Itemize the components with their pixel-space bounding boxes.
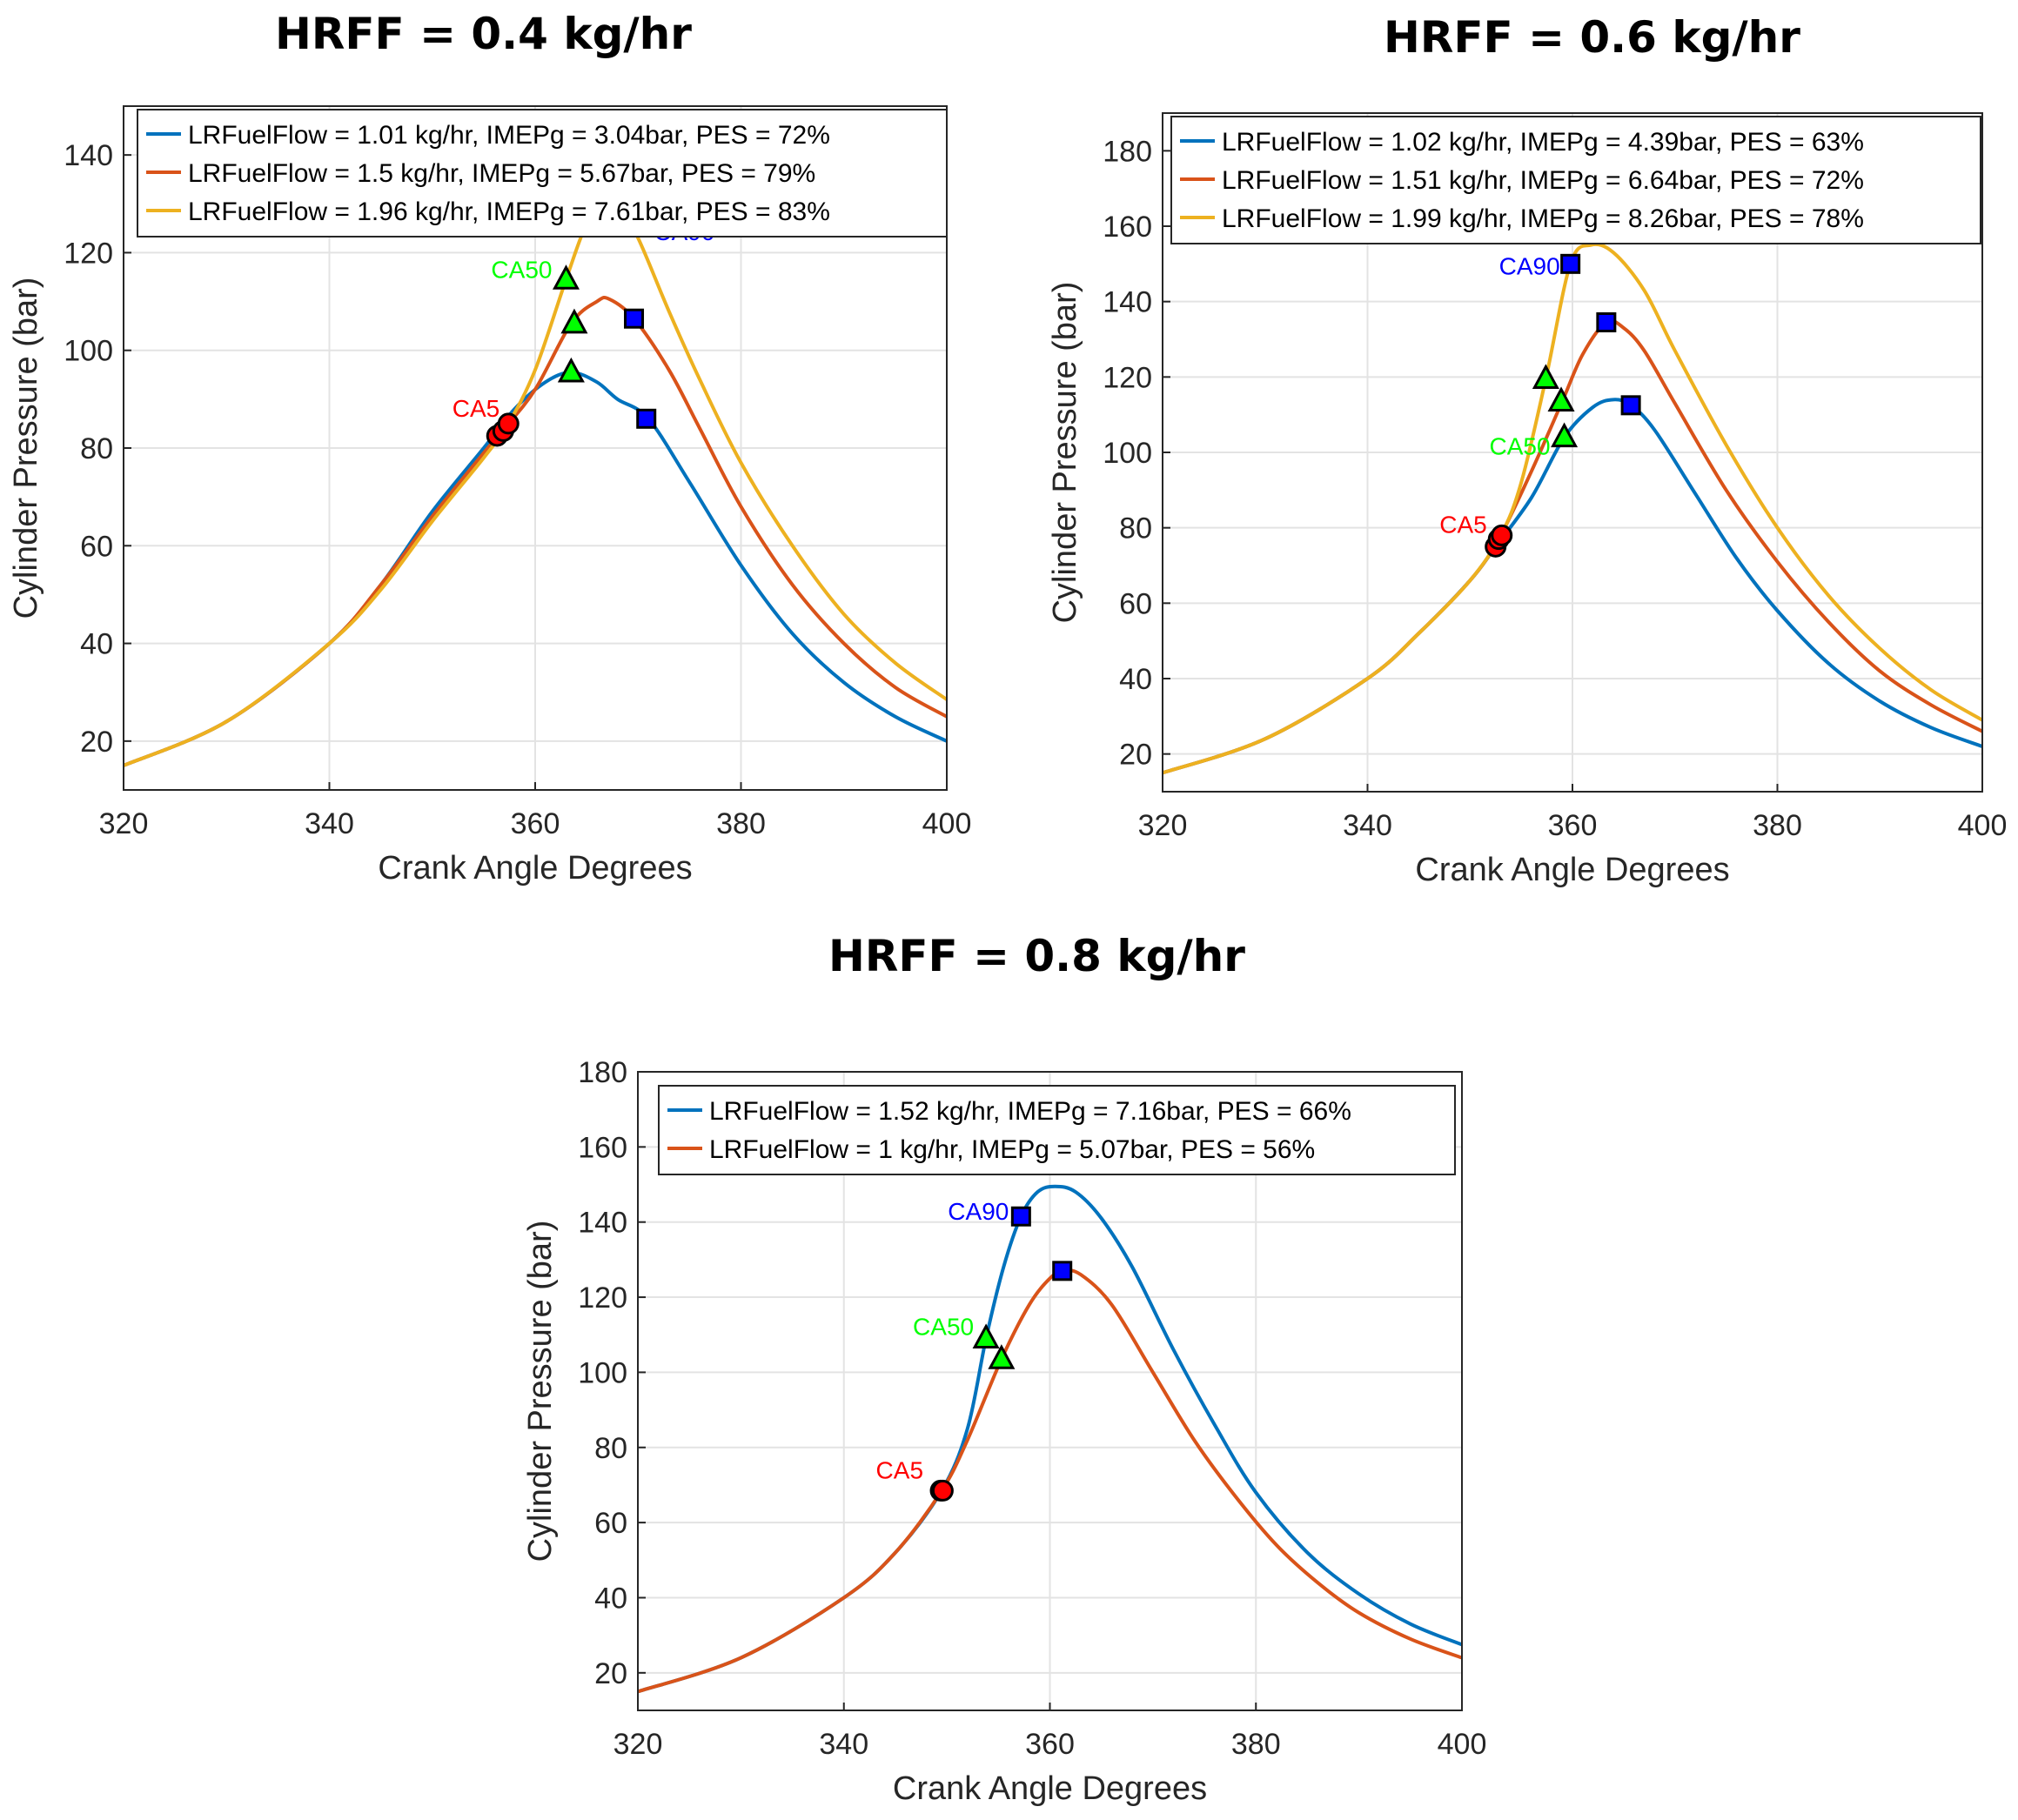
chart-title-hrff-0.4: HRFF = 0.4 kg/hr [275, 9, 692, 59]
ca5-marker [1491, 524, 1513, 546]
x-tick-label: 380 [716, 807, 766, 840]
x-tick-label: 340 [1343, 809, 1392, 842]
ca50-marker [972, 1323, 1000, 1349]
y-tick-label: 140 [1103, 286, 1152, 319]
ca5-marker [497, 412, 520, 435]
legend-entry-1: LRFuelFlow = 1.01 kg/hr, IMEPg = 3.04bar… [188, 121, 830, 150]
y-tick-label: 20 [594, 1657, 627, 1690]
ca50-label: CA50 [913, 1314, 974, 1341]
ca90-marker [1052, 1261, 1073, 1281]
y-tick-label: 80 [594, 1432, 627, 1465]
y-tick-label: 120 [578, 1281, 627, 1315]
chart-title-hrff-0.8: HRFF = 0.8 kg/hr [828, 931, 1245, 981]
x-tick-label: 400 [1438, 1728, 1487, 1761]
ca50-label: CA50 [491, 256, 552, 283]
y-tick-label: 120 [1103, 361, 1152, 394]
legend-entry-3: LRFuelFlow = 1.96 kg/hr, IMEPg = 7.61bar… [188, 197, 830, 226]
x-tick-label: 360 [1025, 1728, 1075, 1761]
y-tick-label: 100 [578, 1356, 627, 1389]
x-axis-label: Crank Angle Degrees [893, 1770, 1207, 1807]
x-tick-label: 360 [1548, 809, 1598, 842]
y-axis-label: Cylinder Pressure (bar) [1047, 282, 1083, 624]
ca90-marker [624, 308, 645, 329]
y-tick-label: 20 [80, 726, 113, 759]
x-tick-label: 320 [1138, 809, 1188, 842]
y-tick-label: 20 [1119, 739, 1152, 772]
ca5-marker [931, 1479, 954, 1502]
y-tick-label: 180 [1103, 135, 1152, 168]
y-tick-label: 60 [80, 530, 113, 563]
ca50-marker [1532, 364, 1559, 389]
legend-box [658, 1085, 1456, 1175]
legend-entry-2: LRFuelFlow = 1.5 kg/hr, IMEPg = 5.67bar,… [188, 159, 815, 188]
y-tick-label: 100 [64, 335, 113, 368]
x-tick-label: 380 [1753, 809, 1802, 842]
ca50-marker [988, 1344, 1016, 1369]
ca50-label: CA50 [1490, 433, 1551, 460]
legend-entry-3: LRFuelFlow = 1.99 kg/hr, IMEPg = 8.26bar… [1222, 204, 1864, 233]
x-tick-label: 400 [922, 807, 972, 840]
legend-box [1170, 116, 1981, 244]
ca90-marker [1596, 312, 1617, 332]
y-tick-label: 80 [80, 432, 113, 465]
y-tick-label: 160 [578, 1131, 627, 1164]
ca90-label: CA90 [1499, 252, 1560, 279]
x-tick-label: 320 [99, 807, 149, 840]
y-tick-label: 40 [80, 628, 113, 661]
y-tick-label: 180 [578, 1056, 627, 1089]
chart-2: CA5 CA50 CA90 320 340 360 380 400 20 40 60 80 100 120… [522, 1056, 1486, 1807]
legend-entry-1: LRFuelFlow = 1.52 kg/hr, IMEPg = 7.16bar… [709, 1097, 1351, 1126]
x-tick-label: 400 [1958, 809, 2008, 842]
ca90-marker [1620, 395, 1641, 416]
x-tick-label: 380 [1231, 1728, 1281, 1761]
x-axis-label: Crank Angle Degrees [378, 850, 692, 887]
x-tick-label: 360 [511, 807, 560, 840]
x-tick-label: 340 [819, 1728, 868, 1761]
x-tick-label: 340 [305, 807, 354, 840]
ca50-marker [557, 357, 585, 383]
y-tick-label: 120 [64, 237, 113, 270]
ca50-marker [560, 308, 588, 334]
ca90-label: CA90 [948, 1198, 1009, 1225]
y-tick-label: 80 [1119, 512, 1152, 545]
y-axis-label: Cylinder Pressure (bar) [8, 278, 44, 619]
chart-title-hrff-0.6: HRFF = 0.6 kg/hr [1384, 12, 1800, 63]
legend-entry-2: LRFuelFlow = 1 kg/hr, IMEPg = 5.07bar, P… [709, 1135, 1315, 1164]
ca5-label: CA5 [1439, 511, 1486, 538]
ca90-marker [636, 408, 657, 429]
x-axis-label: Crank Angle Degrees [1415, 852, 1729, 888]
y-tick-label: 60 [1119, 587, 1152, 620]
ca5-label: CA5 [453, 395, 499, 422]
ca50-marker [552, 264, 580, 290]
y-tick-label: 60 [594, 1507, 627, 1540]
y-tick-label: 100 [1103, 437, 1152, 470]
ca50-marker [1551, 422, 1579, 448]
ca90-marker [1010, 1206, 1031, 1227]
ca5-label: CA5 [876, 1456, 923, 1483]
ca90-marker [1560, 253, 1581, 274]
chart-1: CA5 CA50 CA90 320 340 360 380 400 20 40 60 80 100 120… [1047, 112, 2008, 888]
y-tick-label: 40 [1119, 663, 1152, 696]
x-tick-label: 320 [613, 1728, 663, 1761]
y-axis-label: Cylinder Pressure (bar) [522, 1221, 559, 1562]
chart-0: CA5CA50CA9032034036038040020406080100120… [8, 105, 972, 887]
y-tick-label: 160 [1103, 211, 1152, 244]
ca50-marker [1547, 386, 1575, 412]
legend-box [137, 109, 948, 238]
y-tick-label: 40 [594, 1582, 627, 1615]
y-tick-label: 140 [578, 1207, 627, 1240]
series-line-3 [1162, 242, 1984, 775]
legend-entry-1: LRFuelFlow = 1.02 kg/hr, IMEPg = 4.39bar… [1222, 128, 1864, 157]
y-tick-label: 140 [64, 139, 113, 172]
legend-entry-2: LRFuelFlow = 1.51 kg/hr, IMEPg = 6.64bar… [1222, 166, 1864, 195]
